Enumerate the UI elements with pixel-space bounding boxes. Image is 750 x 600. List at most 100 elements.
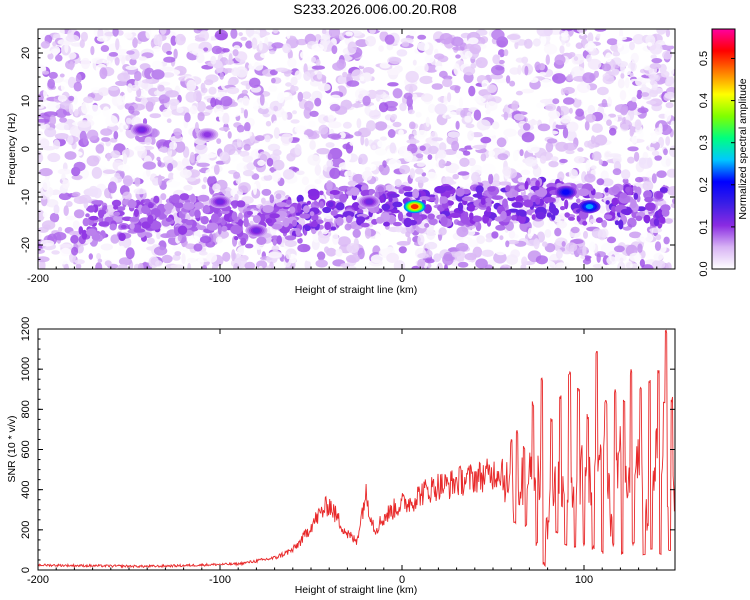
heatmap-cell [258, 265, 263, 269]
heatmap-cell [450, 36, 464, 47]
heatmap-cell [417, 258, 426, 268]
heatmap-cell [243, 217, 249, 228]
heatmap-cell [650, 135, 658, 144]
heatmap-cell [449, 212, 462, 218]
heatmap-cell [47, 152, 61, 163]
heatmap-cell [663, 148, 668, 156]
heatmap-cell [485, 202, 492, 208]
heatmap-cell [624, 77, 630, 89]
heatmap-cell [43, 111, 58, 117]
heatmap-cell [277, 92, 285, 104]
heatmap-cell [146, 237, 155, 245]
heatmap-cell [82, 217, 90, 227]
heatmap-cell [535, 255, 549, 265]
x-tick-label: -200 [27, 273, 49, 285]
heatmap-cell [238, 182, 251, 193]
heatmap-cell [481, 249, 494, 257]
heatmap-cell [467, 130, 475, 141]
heatmap-cell [201, 184, 207, 190]
heatmap-cell [48, 71, 58, 79]
heatmap-cell [588, 241, 596, 252]
heatmap-cell [384, 34, 395, 45]
heatmap-cell [231, 211, 238, 221]
heatmap-cell [264, 134, 271, 143]
heatmap-cell [464, 50, 473, 59]
heatmap-cell [405, 231, 411, 238]
heatmap-cell [233, 171, 241, 179]
heatmap-cell [398, 246, 407, 254]
heatmap-cell [53, 204, 60, 215]
heatmap-cell [213, 206, 219, 215]
heatmap-cell [344, 223, 352, 231]
heatmap-cell [324, 221, 332, 231]
heatmap-cell [296, 194, 304, 203]
heatmap-cell [629, 231, 642, 239]
heatmap-cell [85, 228, 97, 236]
heatmap-cell [498, 181, 512, 186]
heatmap-cell [315, 59, 321, 66]
heatmap-cell [487, 259, 497, 266]
heatmap-cell [196, 101, 207, 113]
heatmap-cell [196, 162, 210, 167]
heatmap-cell [425, 116, 430, 128]
heatmap-cell [427, 154, 433, 161]
heatmap-cell [175, 33, 186, 46]
heatmap-cell [190, 262, 200, 269]
heatmap-cell [238, 32, 243, 37]
heatmap-cell [329, 94, 341, 100]
heatmap-cell [134, 177, 141, 187]
heatmap-cell [54, 133, 69, 140]
heatmap-cell [656, 170, 667, 178]
heatmap-cell [198, 251, 208, 256]
heatmap-cell [535, 180, 540, 188]
heatmap-cell [497, 153, 509, 161]
heatmap-cell [521, 256, 528, 267]
colorbar-label: Normalized spectral amplitude [737, 78, 749, 219]
heatmap-cell [611, 205, 617, 213]
heatmap-cell [485, 237, 493, 243]
heatmap-cell [571, 66, 585, 78]
heatmap-cell [300, 50, 309, 59]
heatmap-cell [144, 136, 152, 145]
heatmap-cell [311, 65, 325, 70]
heatmap-cell [612, 168, 622, 176]
heatmap-cell [552, 73, 566, 84]
heatmap-cell [521, 132, 535, 143]
heatmap-cell [105, 115, 118, 127]
heatmap-cell [428, 223, 434, 233]
heatmap-cell [663, 236, 670, 245]
heatmap-cell [190, 193, 196, 203]
heatmap-cell [520, 169, 531, 175]
heatmap-peak [216, 199, 224, 205]
heatmap-cell [113, 214, 124, 223]
heatmap-cell [455, 150, 464, 159]
heatmap-cell [460, 215, 470, 225]
x-tick-label: -100 [209, 574, 231, 586]
heatmap-cell [102, 205, 108, 211]
heatmap-cell [130, 84, 140, 92]
heatmap-cell [236, 132, 250, 140]
heatmap-cell [535, 211, 546, 220]
heatmap-cell [542, 241, 548, 247]
heatmap-cell [159, 213, 167, 220]
heatmap-cell [656, 29, 667, 35]
heatmap-cell [328, 121, 342, 129]
heatmap-cell [573, 56, 579, 61]
heatmap-cell [389, 57, 402, 65]
heatmap-cell [151, 60, 163, 70]
heatmap-cell [447, 131, 460, 139]
heatmap-cell [655, 191, 663, 199]
heatmap-cell [415, 98, 420, 103]
heatmap-cell [637, 243, 643, 253]
heatmap-cell [59, 243, 72, 248]
heatmap-cell [616, 37, 623, 49]
heatmap-cell [568, 107, 573, 114]
heatmap-cell [53, 139, 61, 150]
heatmap-cell [664, 218, 674, 224]
heatmap-cell [315, 259, 328, 268]
heatmap-cell [174, 202, 184, 209]
heatmap-cell [117, 164, 130, 172]
colorbar-tick-label: 0.1 [698, 219, 710, 234]
heatmap-cell [71, 246, 79, 256]
